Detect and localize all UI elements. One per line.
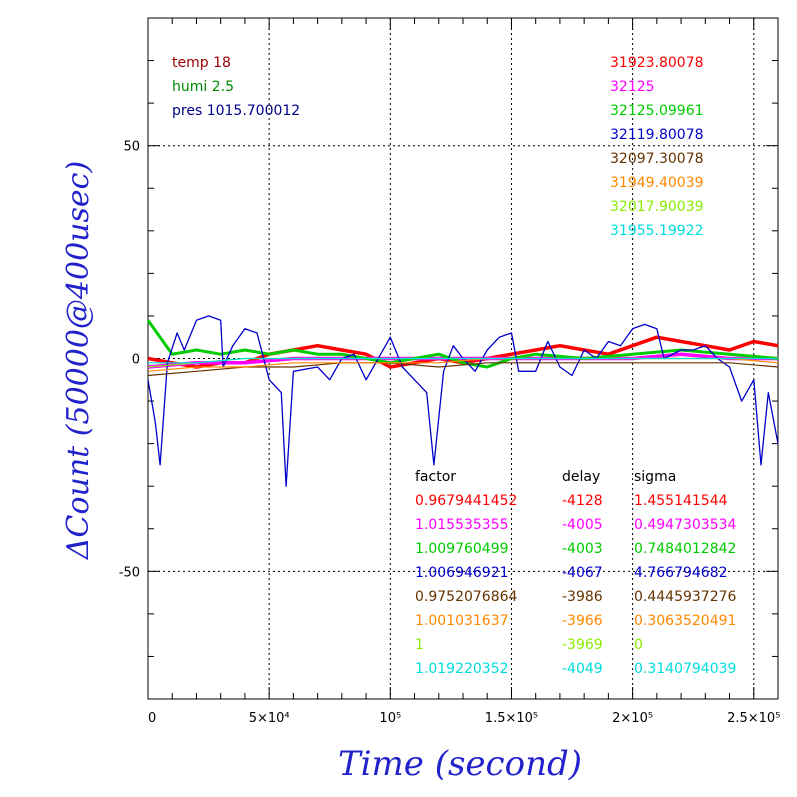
- y-tick-label: -50: [119, 565, 140, 580]
- x-tick-label: 0: [148, 711, 156, 726]
- env-label: temp 18: [172, 55, 231, 71]
- x-tick-label: 5×10⁴: [249, 711, 290, 726]
- sigma-value: 0.4445937276: [634, 589, 737, 605]
- table-header-delay: delay: [562, 469, 600, 485]
- factor-value: 0.9679441452: [415, 493, 517, 509]
- legend-entry: 32125.09961: [610, 103, 704, 119]
- ticks: 0 5×10⁴ 10⁵ 1.5×10⁵ 2×10⁵ 2.5×10⁵ 50 0 -50: [119, 17, 780, 726]
- series-line: [146, 319, 779, 369]
- factor-value: 1: [415, 637, 424, 653]
- y-tick-label: 0: [132, 353, 140, 368]
- sigma-value: 1.455141544: [634, 493, 728, 509]
- factor-value: 1.001031637: [415, 613, 509, 629]
- env-label: pres 1015.700012: [172, 103, 300, 119]
- x-tick-label: 2×10⁵: [612, 711, 653, 726]
- series-line: [147, 362, 779, 377]
- y-tick-label: 50: [123, 140, 140, 155]
- factor-value: 1.009760499: [415, 541, 509, 557]
- series-line: [148, 357, 778, 364]
- sigma-value: 0.4947303534: [634, 517, 737, 533]
- legend-entry: 32097.30078: [610, 151, 704, 167]
- delay-value: -3966: [562, 613, 603, 629]
- x-tick-label: 2.5×10⁵: [727, 711, 780, 726]
- factor-value: 1.006946921: [415, 565, 509, 581]
- sigma-value: 0.3140794039: [634, 661, 736, 677]
- y-axis-title: ΔCount (50000@400usec): [61, 161, 96, 560]
- legend-entry: 32119.80078: [610, 127, 704, 143]
- delay-value: -4003: [562, 541, 603, 557]
- env-label: humi 2.5: [172, 79, 234, 95]
- factor-value: 1.019220352: [415, 661, 509, 677]
- delay-value: -3969: [562, 637, 603, 653]
- labels: temp 18 humi 2.5 pres 1015.700012 31923.800…: [172, 55, 737, 677]
- sigma-value: 4.766794682: [634, 565, 728, 581]
- delay-value: -4049: [562, 661, 603, 677]
- sigma-value: 0.7484012842: [634, 541, 736, 557]
- table-header-sigma: sigma: [634, 469, 676, 485]
- legend-entry: 31955.19922: [610, 223, 704, 239]
- x-tick-label: 1.5×10⁵: [485, 711, 538, 726]
- delay-value: -4128: [562, 493, 603, 509]
- legend-entry: 32125: [610, 79, 655, 95]
- factor-value: 1.015535355: [415, 517, 509, 533]
- delay-value: -3986: [562, 589, 603, 605]
- x-axis-title: Time (second): [338, 744, 582, 784]
- series: [146, 315, 779, 487]
- x-tick-label: 10⁵: [379, 711, 401, 726]
- table-header-factor: factor: [415, 469, 456, 485]
- factor-value: 0.9752076864: [415, 589, 518, 605]
- legend-entry: 32017.90039: [610, 199, 704, 215]
- legend-entry: 31923.80078: [610, 55, 704, 71]
- sigma-value: 0.3063520491: [634, 613, 736, 629]
- legend-entry: 31949.40039: [610, 175, 704, 191]
- delay-value: -4067: [562, 565, 603, 581]
- delay-value: -4005: [562, 517, 603, 533]
- sigma-value: 0: [634, 637, 643, 653]
